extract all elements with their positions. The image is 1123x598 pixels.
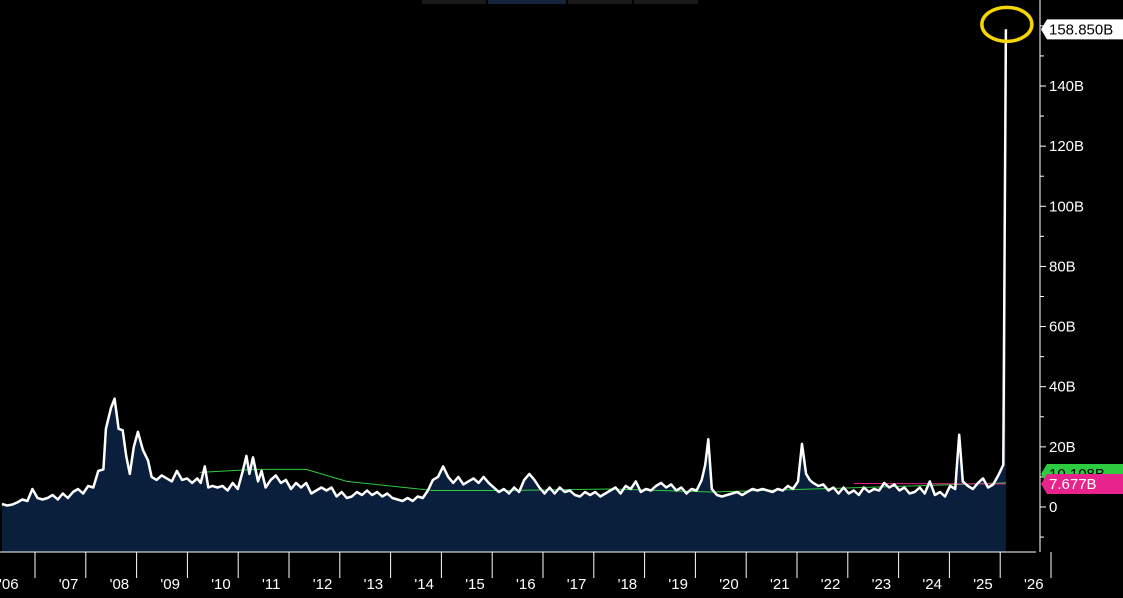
y-tick-label: 60B [1049,319,1076,336]
annotations [980,5,1034,44]
x-tick-label: '11 [262,576,280,593]
x-tick-label: '09 [160,576,180,593]
x-tick-label: '18 [618,576,638,593]
x-tick-label: '21 [770,576,790,593]
x-tick-label: '26 [1024,576,1044,593]
y-tick-label: 40B [1049,379,1076,396]
x-tick-label: '17 [567,576,587,593]
y-tick-label: 80B [1049,258,1076,275]
window-tab-strip [422,0,698,4]
value-label: 158.850B [1041,19,1123,40]
average-series-line [199,468,1006,493]
value-label-text: 7.677B [1049,476,1097,493]
x-tick-label: '13 [364,576,384,593]
main-series-line [1,29,1008,507]
highlight-circle [980,5,1034,44]
value-label: 7.677B [1041,474,1123,494]
value-labels: 158.850B10.108B7.677B [1041,19,1123,494]
value-label-text: 158.850B [1049,21,1113,38]
x-tick-label: '24 [922,576,942,593]
x-tick-label: '22 [821,576,841,593]
window-tab-active[interactable] [488,0,566,4]
main-series-area [2,29,1006,553]
x-tick-label: '25 [973,576,993,593]
value-label-box [1041,19,1123,40]
x-tick-label: '06 [0,576,19,593]
y-axis: 0 20B 40B 60B 80B 100B 120B 140B [1039,0,1084,552]
y-tick-label: 120B [1049,138,1084,155]
y-tick-label: 20B [1049,439,1076,456]
y-tick-label: 100B [1049,198,1084,215]
plot-area [1,29,1008,553]
window-tab[interactable] [422,0,486,4]
x-tick-label: '10 [211,576,231,593]
x-tick-label: '15 [465,576,485,593]
y-tick-label: 0 [1049,499,1057,516]
x-tick-label: '07 [59,576,79,593]
x-tick-label: '23 [872,576,892,593]
x-tick-label: '19 [668,576,688,593]
x-tick-label: '08 [110,576,130,593]
value-label-box [1041,474,1123,494]
x-tick-label: '20 [719,576,739,593]
window-tab[interactable] [568,0,632,4]
window-tab[interactable] [634,0,698,4]
y-tick-label: 140B [1049,78,1084,95]
x-tick-label: '14 [414,576,434,593]
x-tick-label: '16 [516,576,536,593]
x-tick-label: '12 [313,576,333,593]
x-axis: '06 '07 '08 '09 '10 '11 '12 '13 '14 '15 '16 '17 '18 '… [0,551,1052,593]
